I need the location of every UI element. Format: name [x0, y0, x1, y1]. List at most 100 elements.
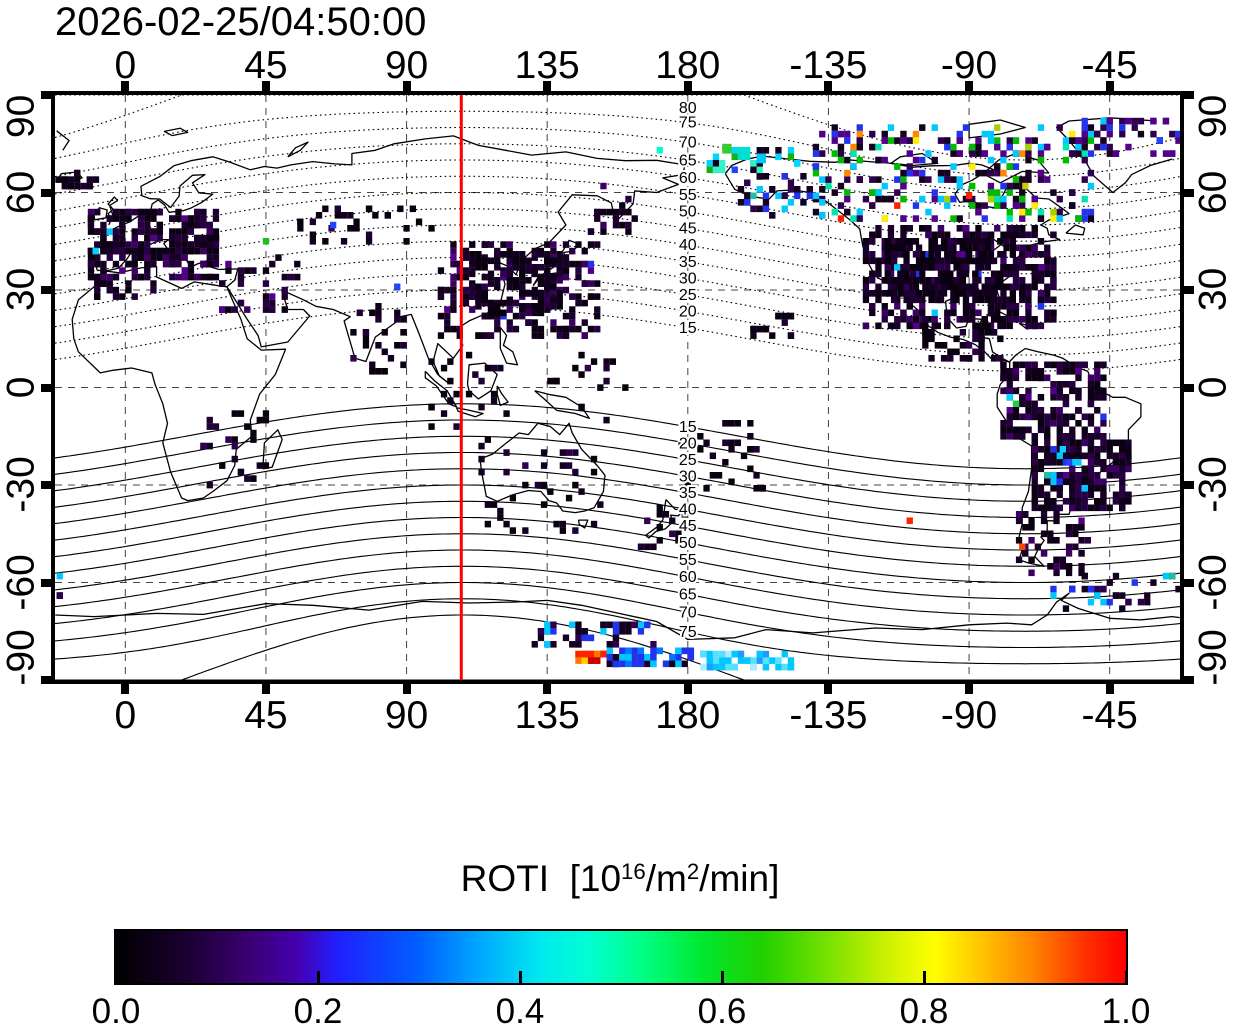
lon-tick-bottom — [121, 684, 130, 694]
lon-axis-label-bottom: -45 — [1081, 694, 1138, 737]
lon-tick-top — [1105, 81, 1114, 91]
lon-tick-bottom — [543, 684, 552, 694]
svg-text:45: 45 — [679, 221, 697, 238]
lat-tick-right — [1184, 383, 1194, 392]
lon-tick-top — [261, 81, 270, 91]
svg-text:50: 50 — [679, 535, 697, 552]
lon-axis-label-top: -90 — [940, 44, 998, 87]
lon-axis-label-top: 135 — [514, 44, 580, 87]
lon-tick-bottom — [965, 684, 974, 694]
lat-tick-left — [41, 286, 51, 294]
colorbar-tick — [720, 971, 724, 983]
svg-text:70: 70 — [679, 134, 697, 151]
roti-data-points — [55, 117, 1182, 671]
lon-axis-label-top: 90 — [384, 44, 429, 87]
colorbar-tick — [114, 971, 118, 983]
lat-tick-left — [41, 481, 51, 489]
colorbar-tick-label: 0.0 — [91, 992, 141, 1024]
lon-tick-top — [121, 81, 130, 91]
lon-tick-bottom — [402, 684, 411, 694]
svg-text:65: 65 — [679, 586, 697, 603]
lat-tick-right — [1184, 481, 1194, 489]
map-frame: 80 75 70 65 60 55 50 45 40 35 30 25 20 15 15 20 25 30 35 40… — [51, 91, 1184, 684]
svg-text:25: 25 — [679, 452, 697, 469]
colorbar-title-suffix: /min] — [699, 858, 780, 899]
svg-text:65: 65 — [679, 152, 697, 169]
svg-text:35: 35 — [679, 254, 697, 271]
colorbar-tick-label: 0.2 — [293, 992, 343, 1024]
colorbar-title-prefix: ROTI [10 — [460, 858, 622, 899]
lon-axis-label-top: -45 — [1081, 44, 1138, 87]
svg-text:25: 25 — [679, 287, 697, 304]
colorbar-title-exp2: 2 — [686, 858, 700, 884]
lon-tick-bottom — [683, 684, 692, 694]
lon-axis-label-bottom: 90 — [384, 694, 429, 737]
lat-axis-label-right: -90 — [1191, 629, 1235, 686]
lat-tick-right — [1184, 286, 1194, 294]
colorbar-tick-label: 0.4 — [495, 992, 545, 1024]
timestamp-title: 2026-02-25/04:50:00 — [55, 0, 427, 44]
colorbar-tick — [316, 971, 320, 983]
colorbar-title-exp1: 16 — [621, 858, 646, 884]
colorbar-tick-label: 0.6 — [697, 992, 747, 1024]
svg-text:30: 30 — [679, 270, 697, 287]
colorbar-title: ROTI [1016/m2/min] — [0, 858, 1240, 900]
lat-tick-left — [41, 188, 51, 197]
colorbar — [114, 929, 1128, 985]
svg-text:40: 40 — [679, 237, 697, 254]
svg-text:75: 75 — [679, 115, 697, 132]
svg-text:20: 20 — [679, 303, 697, 320]
svg-text:20: 20 — [679, 435, 697, 452]
lon-tick-bottom — [261, 684, 270, 694]
lat-axis-label-left: -90 — [0, 629, 43, 686]
svg-text:50: 50 — [679, 204, 697, 221]
svg-text:30: 30 — [679, 468, 697, 485]
lon-axis-label-bottom: 180 — [655, 694, 721, 737]
lon-tick-bottom — [1105, 684, 1114, 694]
svg-text:35: 35 — [679, 485, 697, 502]
svg-text:70: 70 — [679, 604, 697, 621]
lon-tick-top — [965, 81, 974, 91]
lon-axis-label-bottom: -135 — [789, 694, 868, 737]
lon-axis-label-bottom: 45 — [244, 694, 288, 737]
colorbar-tick — [518, 971, 522, 983]
lat-tick-right — [1184, 91, 1194, 99]
lon-axis-label-bottom: -90 — [940, 694, 998, 737]
lat-tick-left — [41, 676, 51, 684]
colorbar-tick — [1124, 971, 1128, 983]
lon-axis-label-top: 45 — [244, 44, 288, 87]
svg-text:40: 40 — [679, 502, 697, 519]
lon-axis-label-top: 0 — [114, 44, 137, 87]
lon-tick-top — [543, 81, 552, 91]
lon-tick-top — [824, 81, 833, 91]
svg-text:55: 55 — [679, 187, 697, 204]
lon-tick-top — [402, 81, 411, 91]
svg-text:15: 15 — [679, 320, 697, 337]
svg-text:60: 60 — [679, 170, 697, 187]
colorbar-title-mid: /m — [645, 858, 687, 899]
contour-labels: 8075706560555045403530252015152025303540… — [677, 98, 699, 643]
lat-tick-left — [41, 91, 51, 99]
lon-axis-label-bottom: 135 — [514, 694, 580, 737]
colorbar-tick-label: 1.0 — [1101, 992, 1151, 1024]
colorbar-tick-label: 0.8 — [899, 992, 949, 1024]
lat-tick-right — [1184, 188, 1194, 197]
lat-tick-left — [41, 578, 51, 587]
lon-tick-top — [683, 81, 692, 91]
svg-text:60: 60 — [679, 569, 697, 586]
lon-axis-label-top: -135 — [789, 44, 868, 87]
svg-text:45: 45 — [679, 518, 697, 535]
colorbar-tick — [922, 971, 926, 983]
lat-tick-right — [1184, 578, 1194, 587]
lon-axis-label-top: 180 — [655, 44, 721, 87]
svg-text:80: 80 — [679, 100, 697, 117]
world-map-plot: 8075706560555045403530252015152025303540… — [54, 94, 1182, 681]
lon-axis-label-bottom: 0 — [114, 694, 137, 737]
svg-text:55: 55 — [679, 552, 697, 569]
lat-tick-right — [1184, 676, 1194, 684]
lat-tick-left — [41, 383, 51, 392]
lon-tick-bottom — [824, 684, 833, 694]
svg-text:15: 15 — [679, 419, 697, 436]
svg-text:75: 75 — [679, 624, 697, 641]
